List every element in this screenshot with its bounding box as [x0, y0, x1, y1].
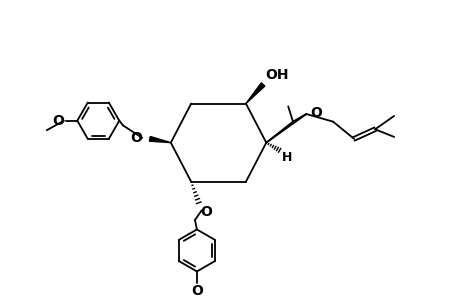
- Text: O: O: [190, 284, 202, 298]
- Text: H: H: [281, 151, 291, 164]
- Text: O: O: [309, 106, 321, 120]
- Polygon shape: [149, 136, 170, 142]
- Text: O: O: [130, 131, 142, 145]
- Polygon shape: [246, 83, 264, 104]
- Text: OH: OH: [264, 68, 288, 82]
- Text: O: O: [200, 205, 212, 219]
- Text: O: O: [52, 114, 64, 128]
